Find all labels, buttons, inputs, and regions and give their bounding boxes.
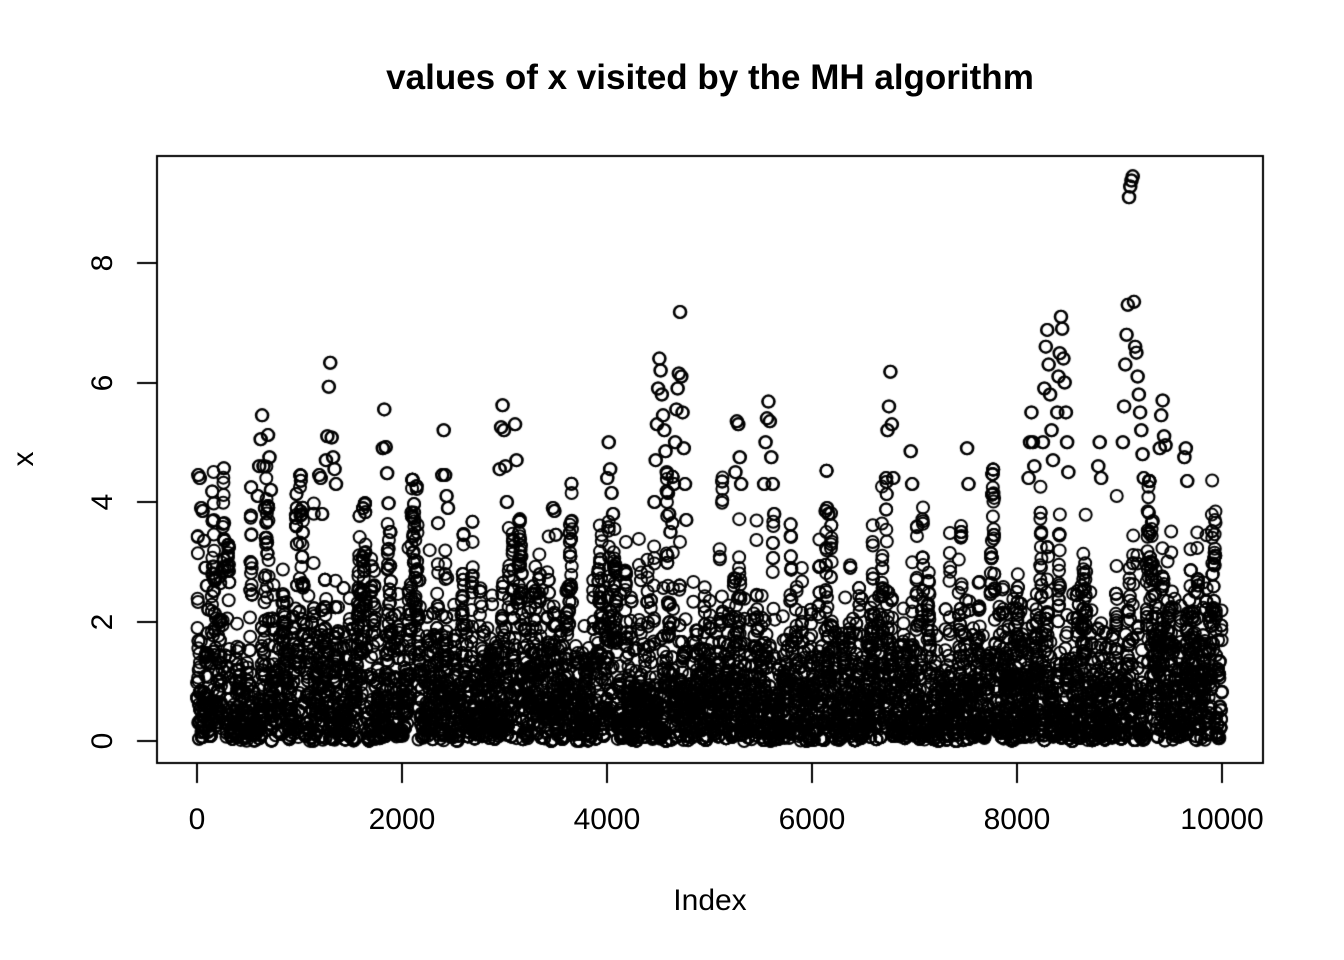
x-tick-label: 6000 xyxy=(778,803,846,836)
x-tick-label: 0 xyxy=(188,803,206,836)
y-axis-label: x xyxy=(7,451,40,467)
chart-title: values of x visited by the MH algorithm xyxy=(386,58,1034,97)
x-axis-label: Index xyxy=(673,884,747,917)
y-tick-label: 6 xyxy=(86,374,119,391)
y-tick-label: 0 xyxy=(86,732,119,750)
x-tick-label: 8000 xyxy=(983,803,1051,836)
x-tick-label: 10000 xyxy=(1180,803,1264,836)
y-tick-label: 2 xyxy=(86,613,119,630)
x-tick-label: 4000 xyxy=(573,803,641,836)
y-tick-label: 4 xyxy=(86,493,119,511)
x-tick-label: 2000 xyxy=(368,803,436,836)
y-tick-label: 8 xyxy=(86,254,119,272)
